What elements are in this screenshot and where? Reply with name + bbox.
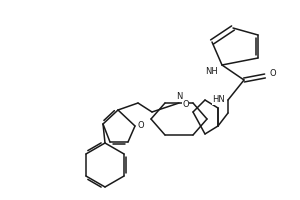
Text: O: O [138, 120, 145, 130]
Text: O: O [270, 70, 277, 78]
Text: N: N [176, 92, 182, 101]
Text: HN: HN [212, 96, 225, 104]
Text: O: O [182, 100, 189, 109]
Text: NH: NH [205, 67, 218, 76]
